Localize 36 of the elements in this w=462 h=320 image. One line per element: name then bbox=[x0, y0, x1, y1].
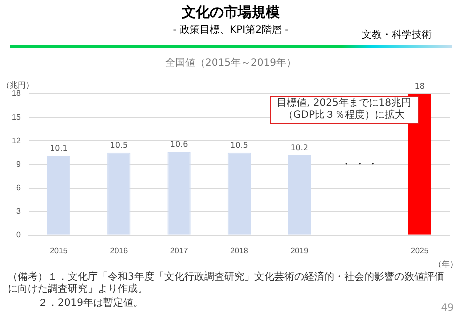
x-tick-label: 2025 bbox=[411, 246, 430, 256]
y-tick-label: 15 bbox=[12, 112, 22, 122]
bar bbox=[47, 156, 71, 235]
data-label: 10.5 bbox=[230, 140, 248, 150]
x-tick-label: 2018 bbox=[230, 246, 249, 256]
bar bbox=[108, 152, 131, 235]
bar bbox=[168, 152, 191, 235]
annotation: （GDP比３％程度）に拡大 bbox=[282, 110, 406, 122]
y-axis-title: （兆円） bbox=[2, 81, 34, 90]
text: （備考）１．文化庁「令和3年度「文化行政調査研究」文化芸術の経済的・社会的影響の数値評価に向けた調査研究」より作成。 bbox=[8, 272, 446, 296]
text: 全国値（2015年～2019年） bbox=[164, 57, 298, 70]
y-tick-label: 3 bbox=[16, 207, 22, 216]
y-tick-label: 9 bbox=[16, 160, 22, 169]
data-label: 18 bbox=[414, 82, 426, 92]
chart-title: 文化の市場規模 bbox=[181, 4, 281, 22]
bar bbox=[288, 155, 312, 235]
chart-subtitle: - 政策目標、KPI第2階層 - bbox=[173, 25, 289, 36]
y-tick-label: 6 bbox=[16, 183, 22, 192]
annotation: ・ ・ ・ bbox=[342, 159, 378, 170]
x-tick-label: 2019 bbox=[290, 246, 310, 256]
data-label: 10.6 bbox=[170, 140, 188, 150]
data-label: 10.1 bbox=[50, 144, 68, 154]
text: ２．2019年は暫定値。 bbox=[38, 296, 144, 310]
text: 文教・科学技術 bbox=[362, 28, 432, 42]
annotation: 目標値, 2025年までに18兆円 bbox=[277, 98, 412, 110]
x-tick-label: 2017 bbox=[170, 246, 189, 256]
bar bbox=[228, 152, 252, 235]
x-tick-label: 2015 bbox=[50, 246, 68, 256]
y-tick-label: 12 bbox=[12, 136, 22, 146]
text: 49 bbox=[441, 303, 454, 314]
data-label: 10.5 bbox=[110, 140, 128, 150]
x-tick-label: 2016 bbox=[110, 246, 129, 256]
data-label: 10.2 bbox=[290, 143, 309, 152]
x-axis-title: （年） bbox=[434, 260, 458, 270]
y-tick-label: 0 bbox=[16, 230, 22, 240]
y-tick-label: 18 bbox=[12, 89, 22, 98]
